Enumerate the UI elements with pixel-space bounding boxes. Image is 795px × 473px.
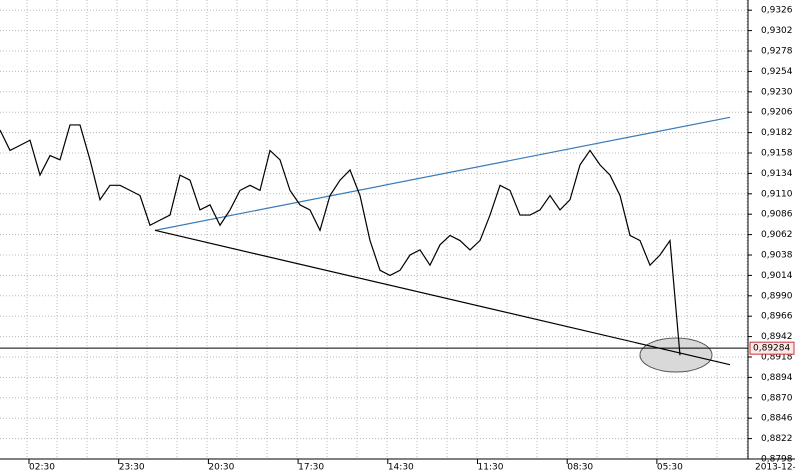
x-tick-label: 02:30 bbox=[29, 463, 55, 473]
y-tick-label: 0,8822 bbox=[761, 434, 793, 444]
x-tick-label: 23:30 bbox=[119, 463, 145, 473]
y-tick-label: 0,9086 bbox=[761, 210, 793, 220]
last-price-label: 0,89284 bbox=[753, 344, 790, 354]
x-tick-label: 14:30 bbox=[388, 463, 414, 473]
x-tick-label: 11:30 bbox=[478, 463, 504, 473]
last-price-box bbox=[749, 341, 795, 355]
y-tick-label: 0,9014 bbox=[761, 271, 793, 281]
y-tick-label: 0,9182 bbox=[761, 128, 793, 138]
y-tick-label: 0,9110 bbox=[761, 189, 793, 199]
y-tick-label: 0,9326 bbox=[761, 6, 793, 16]
y-tick-label: 0,9278 bbox=[761, 47, 793, 57]
y-tick-label: 0,9302 bbox=[761, 26, 793, 36]
trendline bbox=[154, 229, 731, 366]
y-tick-label: 0,9038 bbox=[761, 251, 793, 261]
y-tick-label: 0,8990 bbox=[761, 291, 793, 301]
x-tick-label: 20:30 bbox=[208, 463, 234, 473]
y-tick-label: 0,8798 bbox=[761, 455, 793, 465]
y-tick-label: 0,8870 bbox=[761, 393, 793, 403]
y-tick-label: 0,9062 bbox=[761, 230, 793, 240]
axes: 0,9326 0,9302 0,9278 0,9254 0,9230 0,9206 0,91… bbox=[28, 6, 795, 473]
x-tick-label: 08:30 bbox=[567, 463, 593, 473]
trendline bbox=[154, 116, 731, 231]
price-line bbox=[0, 124, 681, 356]
y-tick-label: 0,9206 bbox=[761, 108, 793, 118]
plot bbox=[0, 116, 748, 366]
y-tick-label: 0,8846 bbox=[761, 414, 793, 424]
x-tick-label: 17:30 bbox=[298, 463, 324, 473]
y-tick-label: 0,8894 bbox=[761, 373, 793, 383]
y-tick-label: 0,8942 bbox=[761, 332, 793, 342]
y-tick-label: 0,8918 bbox=[761, 353, 793, 363]
highlight-ellipse bbox=[639, 337, 713, 373]
y-tick-label: 0,9134 bbox=[761, 169, 793, 179]
y-tick-label: 0,9158 bbox=[761, 149, 793, 159]
y-tick-label: 0,9254 bbox=[761, 67, 793, 77]
y-tick-label: 0,9230 bbox=[761, 87, 793, 97]
y-tick-label: 0,8966 bbox=[761, 312, 793, 322]
date-label: 2013-12-1 bbox=[755, 463, 795, 473]
x-tick-label: 05:30 bbox=[657, 463, 683, 473]
